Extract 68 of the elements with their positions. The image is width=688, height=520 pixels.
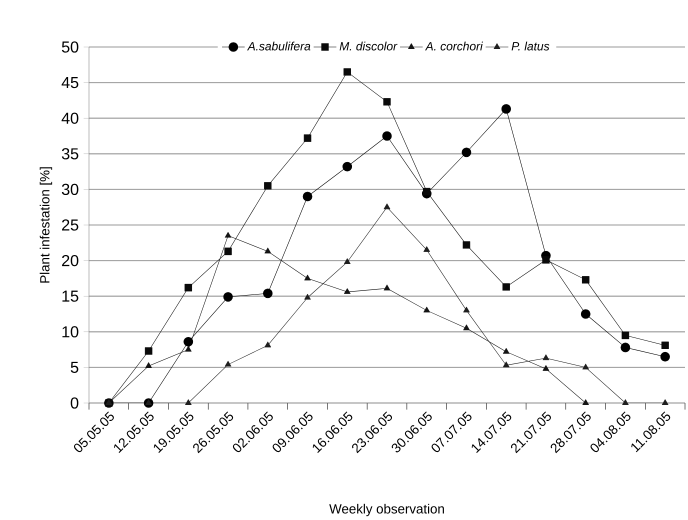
point [542, 365, 550, 371]
point [184, 284, 192, 292]
point [264, 248, 272, 254]
point [502, 283, 510, 291]
y-tick-label: 45 [62, 77, 78, 88]
y-tick-label: 35 [62, 148, 78, 160]
point [304, 134, 312, 142]
y-tick-label: 0 [70, 397, 78, 409]
point [463, 324, 470, 330]
point [622, 332, 630, 340]
point [302, 192, 312, 202]
point [620, 342, 630, 352]
point [382, 131, 392, 141]
point [502, 362, 510, 368]
point [263, 288, 273, 298]
point [622, 399, 629, 405]
y-axis-title: Plant infestation [%] [40, 167, 52, 283]
y-tick-label: 5 [70, 362, 78, 373]
point [185, 346, 192, 352]
point [383, 98, 391, 106]
point [344, 288, 351, 294]
point [582, 276, 590, 284]
point [423, 188, 430, 196]
point [462, 148, 472, 158]
point [145, 399, 152, 405]
x-axis-title: Weekly observation [329, 504, 444, 516]
point [580, 309, 590, 319]
point [185, 399, 192, 405]
point [145, 362, 152, 368]
legend-label: M. discolor [340, 42, 398, 50]
point [342, 162, 352, 172]
point [542, 256, 550, 264]
point [502, 348, 510, 354]
point [660, 352, 670, 362]
point [423, 306, 430, 312]
point [423, 246, 430, 252]
point [344, 258, 351, 264]
legend-label: A.sabulifera [247, 42, 310, 50]
point [582, 399, 589, 405]
point [661, 342, 669, 350]
legend-label: P. latus [512, 42, 550, 50]
point [224, 248, 232, 256]
point [304, 274, 311, 280]
point [264, 182, 272, 190]
y-tick-label: 30 [62, 184, 78, 196]
point [384, 203, 390, 210]
y-tick-label: 20 [62, 254, 78, 266]
point [384, 284, 390, 290]
y-tick-label: 25 [62, 219, 78, 231]
y-tick-label: 15 [62, 290, 78, 302]
point [344, 68, 351, 76]
legend-label: A. corchori [425, 42, 483, 50]
point [184, 336, 194, 347]
point [582, 364, 589, 370]
point [223, 292, 233, 302]
y-tick-label: 40 [62, 112, 78, 124]
point [462, 241, 470, 249]
point [144, 347, 152, 355]
point [264, 342, 272, 348]
y-tick-label: 50 [62, 41, 78, 53]
point [463, 306, 470, 312]
point [224, 232, 232, 238]
point [662, 399, 668, 405]
point [304, 294, 311, 300]
point [501, 104, 511, 114]
y-tick-label: 10 [62, 326, 78, 338]
point [542, 354, 550, 360]
point [224, 360, 232, 367]
